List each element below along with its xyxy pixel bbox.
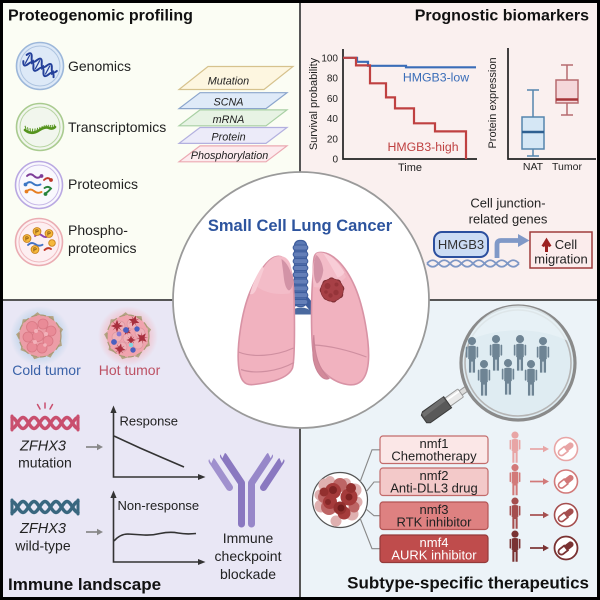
svg-text:40: 40 [327,114,339,125]
svg-text:NAT: NAT [523,161,544,173]
svg-text:nmf2: nmf2 [420,468,449,483]
svg-text:SCNA: SCNA [214,97,244,109]
svg-text:Survival probability: Survival probability [308,57,320,150]
svg-text:Cell junction-: Cell junction- [470,196,545,211]
svg-text:P: P [47,232,51,238]
svg-text:Non-response: Non-response [118,498,200,513]
svg-text:60: 60 [327,94,339,105]
svg-text:wild-type: wild-type [14,538,70,554]
svg-text:Time: Time [398,162,422,174]
svg-text:mutation: mutation [18,455,72,471]
svg-text:mRNA: mRNA [213,114,245,126]
svg-text:80: 80 [327,74,339,85]
svg-text:Subtype-specific therapeutics: Subtype-specific therapeutics [347,574,589,593]
svg-text:nmf1: nmf1 [420,436,449,451]
svg-text:ZFHX3: ZFHX3 [19,439,66,455]
svg-text:Transcriptomics: Transcriptomics [68,119,166,135]
svg-text:HMGB3-high: HMGB3-high [387,140,458,154]
svg-text:Cold tumor: Cold tumor [12,362,81,378]
svg-text:Tumor: Tumor [552,161,582,173]
svg-text:Immune: Immune [223,530,274,546]
svg-text:nmf3: nmf3 [420,502,449,517]
svg-text:Protein expression: Protein expression [487,57,499,148]
svg-text:P: P [25,237,29,243]
svg-text:20: 20 [327,134,339,145]
svg-text:related genes: related genes [469,212,548,227]
svg-text:Phosphorylation: Phosphorylation [191,150,268,162]
svg-text:P: P [33,248,37,254]
svg-text:P: P [35,230,39,236]
svg-text:AURK inhibitor: AURK inhibitor [391,548,477,563]
svg-text:Mutation: Mutation [208,76,249,88]
svg-text:Chemotherapy: Chemotherapy [391,449,477,464]
svg-text:blockade: blockade [220,566,276,582]
svg-text:ZFHX3: ZFHX3 [19,521,66,537]
svg-text:Genomics: Genomics [68,58,131,74]
svg-text:Protein: Protein [211,132,245,144]
svg-text:HMGB3: HMGB3 [438,237,484,252]
svg-text:Cell: Cell [555,237,578,252]
svg-text:100: 100 [321,53,338,64]
svg-text:Prognostic biomarkers: Prognostic biomarkers [415,8,589,25]
svg-text:Immune landscape: Immune landscape [8,575,161,594]
svg-text:checkpoint: checkpoint [215,548,282,564]
svg-text:Small Cell Lung Cancer: Small Cell Lung Cancer [208,217,393,235]
svg-text:HMGB3-low: HMGB3-low [403,71,469,85]
svg-text:0: 0 [332,155,338,166]
svg-text:nmf4: nmf4 [420,535,449,550]
svg-text:Proteogenomic profiling: Proteogenomic profiling [8,8,193,25]
svg-text:Response: Response [120,414,179,429]
svg-text:proteomics: proteomics [68,240,136,256]
svg-text:migration: migration [534,252,587,267]
svg-text:Proteomics: Proteomics [68,176,138,192]
svg-text:Hot tumor: Hot tumor [99,362,161,378]
svg-text:Anti-DLL3 drug: Anti-DLL3 drug [390,481,477,496]
svg-text:RTK inhibitor: RTK inhibitor [397,515,473,530]
svg-text:Phospho-: Phospho- [68,222,128,238]
